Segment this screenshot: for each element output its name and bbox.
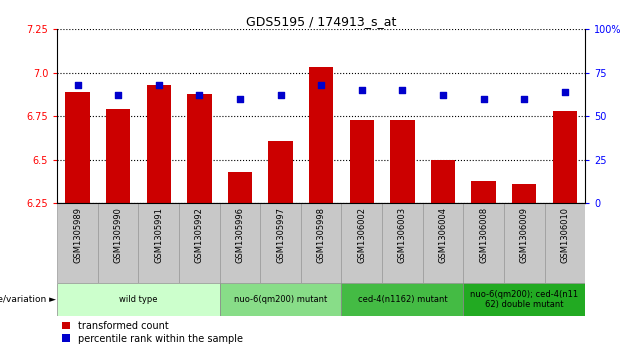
Bar (260, 203, 301, 283)
Bar (57, 283, 219, 316)
Bar (309, 68, 333, 203)
Point (235, 96, 245, 102)
Text: nuo-6(qm200) mutant: nuo-6(qm200) mutant (234, 295, 327, 304)
Bar (146, 85, 171, 203)
Text: GSM1306009: GSM1306009 (520, 207, 529, 263)
Point (357, 87, 367, 93)
Bar (504, 203, 544, 283)
Bar (139, 203, 179, 283)
Bar (342, 203, 382, 283)
Bar (382, 203, 423, 283)
Bar (423, 203, 463, 283)
Point (478, 96, 488, 102)
Point (73, 82, 83, 88)
Text: GSM1306008: GSM1306008 (479, 207, 488, 264)
Point (438, 92, 448, 98)
Bar (268, 140, 293, 203)
Text: wild type: wild type (119, 295, 158, 304)
Point (560, 89, 570, 95)
Bar (228, 172, 252, 203)
Bar (187, 94, 212, 203)
Point (275, 92, 286, 98)
Text: GSM1305991: GSM1305991 (155, 207, 163, 263)
Text: GSM1306004: GSM1306004 (438, 207, 448, 263)
Text: GSM1305989: GSM1305989 (73, 207, 82, 263)
Bar (98, 203, 139, 283)
Bar (66, 92, 90, 203)
Bar (57, 203, 98, 283)
Bar (106, 109, 130, 203)
Text: GSM1305997: GSM1305997 (276, 207, 285, 263)
Bar (431, 160, 455, 203)
Bar (179, 203, 219, 283)
Text: GSM1305992: GSM1305992 (195, 207, 204, 263)
Point (113, 92, 123, 98)
Text: GSM1306002: GSM1306002 (357, 207, 366, 263)
Text: GSM1305998: GSM1305998 (317, 207, 326, 263)
Point (154, 82, 164, 88)
Legend: transformed count, percentile rank within the sample: transformed count, percentile rank withi… (62, 321, 243, 344)
Bar (301, 203, 342, 283)
Bar (463, 203, 504, 283)
Bar (512, 184, 536, 203)
Text: GSM1306003: GSM1306003 (398, 207, 407, 264)
Bar (350, 120, 374, 203)
Text: nuo-6(qm200); ced-4(n11
62) double mutant: nuo-6(qm200); ced-4(n11 62) double mutan… (470, 290, 578, 309)
Point (194, 92, 204, 98)
Text: GSM1305990: GSM1305990 (114, 207, 123, 263)
Bar (219, 283, 342, 316)
Bar (391, 120, 415, 203)
Point (519, 96, 529, 102)
Text: genotype/variation ►: genotype/variation ► (0, 295, 57, 304)
Point (316, 82, 326, 88)
Bar (544, 203, 585, 283)
Bar (342, 283, 463, 316)
Bar (219, 203, 260, 283)
Text: ced-4(n1162) mutant: ced-4(n1162) mutant (357, 295, 447, 304)
Bar (463, 283, 585, 316)
Title: GDS5195 / 174913_s_at: GDS5195 / 174913_s_at (246, 15, 396, 28)
Bar (471, 181, 496, 203)
Bar (553, 111, 577, 203)
Text: GSM1305996: GSM1305996 (235, 207, 244, 263)
Point (398, 87, 408, 93)
Text: GSM1306010: GSM1306010 (560, 207, 569, 263)
